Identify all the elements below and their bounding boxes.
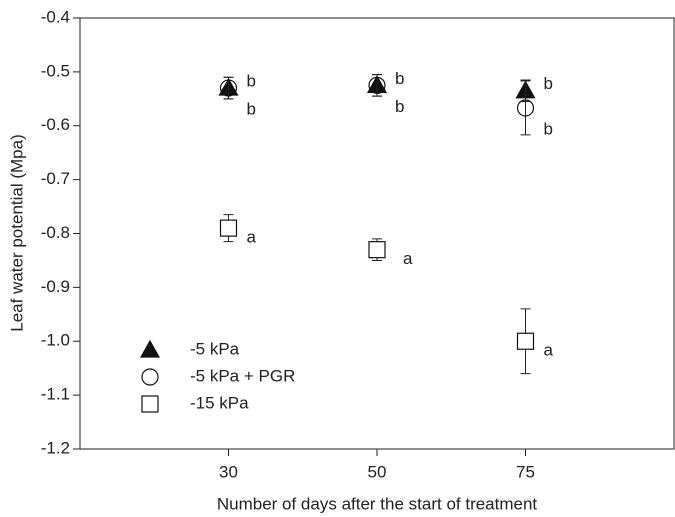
x-tick-label: 75	[516, 462, 535, 481]
significance-letter: b	[247, 72, 256, 91]
legend-label: -15 kPa	[190, 393, 249, 412]
error-bar	[520, 80, 531, 136]
point	[219, 219, 238, 237]
significance-letter: a	[544, 341, 554, 360]
error-bar	[372, 74, 382, 97]
y-tick-label: -0.7	[41, 169, 70, 188]
y-tick-label: -0.6	[41, 115, 70, 134]
x-axis-label: Number of days after the start of treatm…	[217, 494, 538, 513]
y-tick-label: -0.4	[41, 7, 70, 26]
significance-letter: b	[395, 69, 404, 88]
legend-marker	[141, 368, 159, 386]
y-tick-label: -1.1	[41, 385, 70, 404]
point	[516, 99, 535, 117]
point	[368, 76, 386, 94]
significance-letter: b	[544, 119, 553, 138]
legend-label: -5 kPa + PGR	[190, 366, 295, 385]
x-tick-label: 30	[219, 462, 238, 481]
error-bar	[223, 76, 234, 100]
legend-marker	[139, 339, 161, 358]
y-tick-label: -0.9	[41, 277, 70, 296]
y-tick-label: -0.8	[41, 223, 70, 242]
y-tick-label: -1.0	[41, 331, 70, 350]
significance-letter: a	[247, 228, 257, 247]
y-tick-label: -1.2	[41, 438, 70, 457]
x-tick-label: 50	[368, 462, 387, 481]
significance-letter: a	[403, 249, 413, 268]
significance-letter: b	[247, 100, 256, 119]
point	[516, 332, 535, 350]
legend-marker	[141, 395, 159, 413]
point	[219, 79, 238, 97]
significance-letter: b	[544, 74, 553, 93]
legend-label: -5 kPa	[190, 339, 240, 358]
y-axis-label: Leaf water potential (Mpa)	[7, 134, 26, 332]
point	[368, 241, 386, 259]
significance-letter: b	[395, 97, 404, 116]
y-tick-label: -0.5	[41, 61, 70, 80]
